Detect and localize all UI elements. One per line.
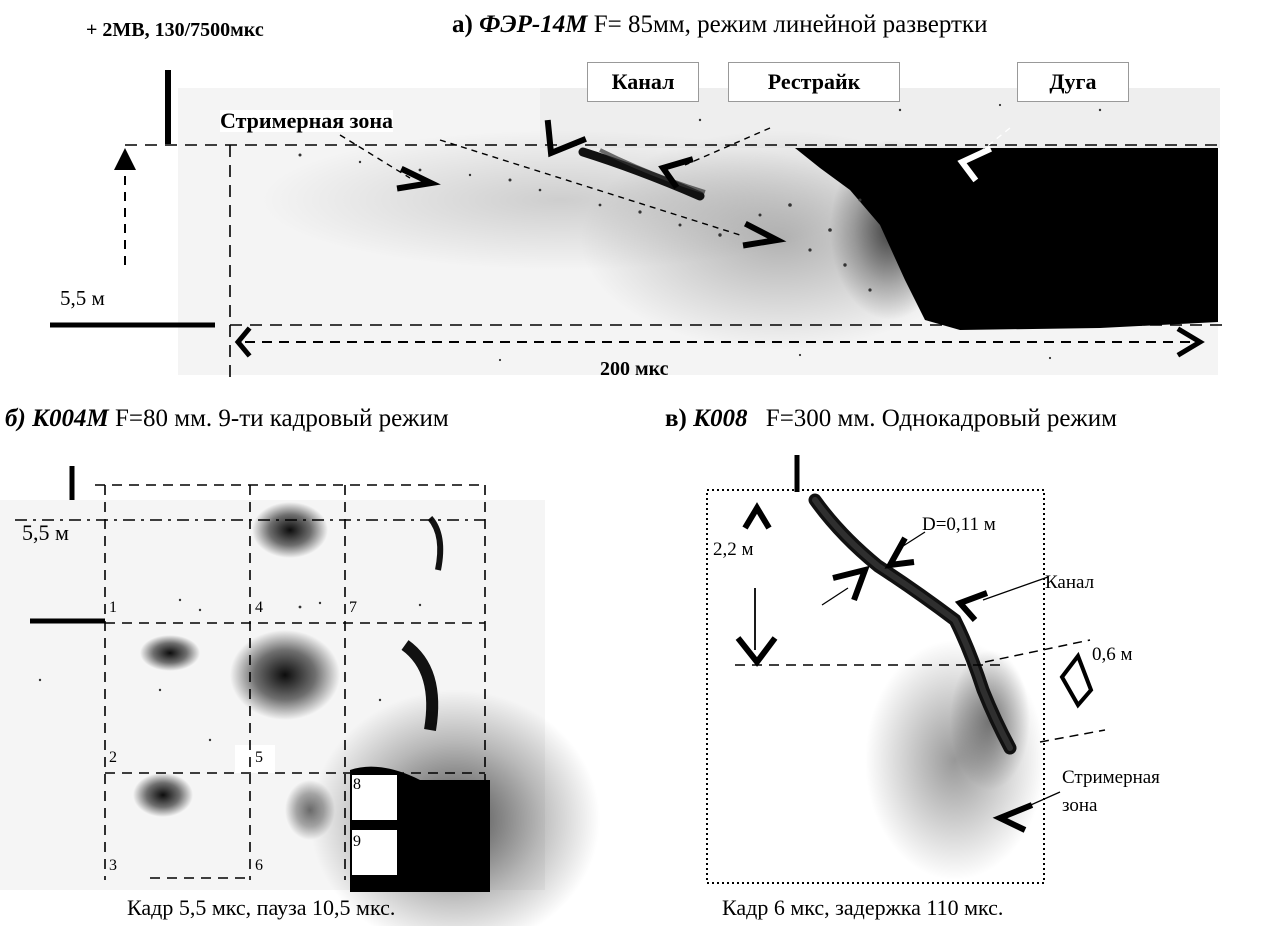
frame-number-6: 6	[255, 857, 263, 874]
frame-number-5: 5	[255, 749, 263, 766]
panel-a-chevrons	[234, 119, 1205, 358]
panel-c-title: в) К008 F=300 мм. Однокадровый режим	[665, 406, 1117, 431]
panel-c-title-rest: F=300 мм. Однокадровый режим	[765, 405, 1117, 432]
panel-c-channel-label: Канал	[1045, 572, 1095, 593]
label-arc: Дуга	[1017, 62, 1129, 102]
panel-a-annotations	[50, 70, 1225, 380]
frame-number-1: 1	[109, 599, 117, 616]
label-channel: Канал	[587, 62, 699, 102]
frame-number-2: 2	[109, 749, 117, 766]
frame-number-9: 9	[353, 833, 361, 850]
panel-c-device: К008	[693, 405, 748, 432]
panel-c-height: 2,2 м	[713, 539, 754, 560]
frame-number-4: 4	[255, 599, 263, 616]
voltage-label: + 2МВ, 130/7500мкс	[86, 19, 264, 41]
panel-b-device: К004М	[32, 405, 109, 432]
panel-c-chevrons	[735, 502, 1094, 833]
frame-number-3: 3	[109, 857, 117, 874]
panel-b-photo	[0, 500, 600, 926]
panel-a-prefix: а)	[452, 11, 473, 38]
panel-b-height: 5,5 м	[22, 520, 69, 545]
label-restrike: Рестрайк	[728, 62, 900, 102]
panel-a-height: 5,5 м	[60, 286, 105, 310]
panel-a-title: а) ФЭР-14М F= 85мм, режим линейной разве…	[452, 12, 987, 37]
panel-a-title-rest: F= 85мм, режим линейной развертки	[593, 11, 988, 38]
panel-b-prefix: б)	[5, 405, 26, 432]
panel-b-title: б) К004М F=80 мм. 9-ти кадровый режим	[5, 406, 449, 431]
panel-a-time: 200 мкс	[600, 358, 669, 380]
frame-number-7: 7	[349, 599, 357, 616]
panel-b-title-rest: F=80 мм. 9-ти кадровый режим	[115, 405, 449, 432]
frame-number-8: 8	[353, 776, 361, 793]
panel-b-frame-grid	[15, 466, 486, 880]
label-streamer-zone-a: Стримерная зона	[220, 108, 394, 133]
panel-a-device: ФЭР-14М	[479, 11, 588, 38]
panel-c-diameter: D=0,11 м	[922, 514, 996, 535]
panel-c-width: 0,6 м	[1092, 644, 1133, 665]
panel-c-prefix: в)	[665, 405, 687, 432]
panel-c-streamer-line2: зона	[1062, 795, 1098, 816]
panel-c-streamer-line1: Стримерная	[1062, 767, 1160, 788]
panel-c-caption: Кадр 6 мкс, задержка 110 мкс.	[722, 895, 1004, 920]
panel-b-caption: Кадр 5,5 мкс, пауза 10,5 мкс.	[127, 895, 396, 920]
panel-a-up-arrow-head	[114, 148, 136, 170]
